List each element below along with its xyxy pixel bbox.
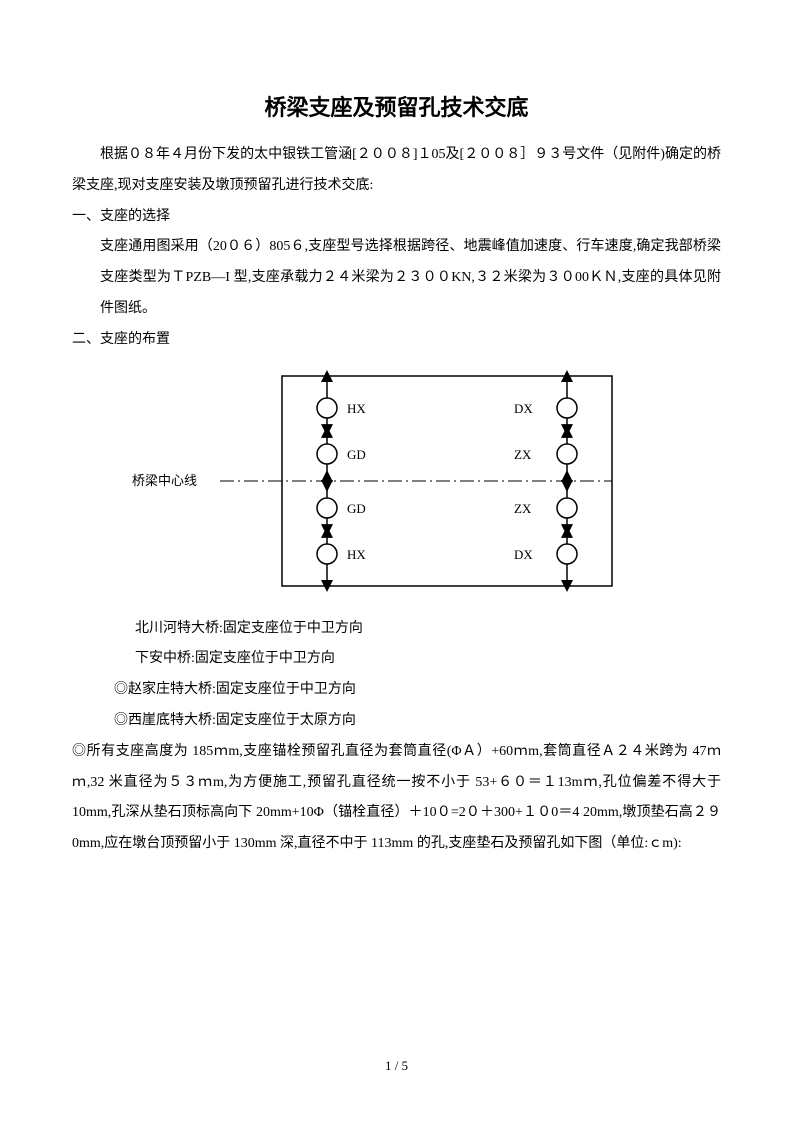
section2-heading: 二、支座的布置 [72, 325, 721, 356]
bearing-layout-diagram: 桥梁中心线 HX DX GD ZX GD ZX HX DX [132, 366, 632, 596]
section1-heading: 一、支座的选择 [72, 202, 721, 233]
svg-text:DX: DX [514, 547, 533, 562]
bridge-item: ◎赵家庄特大桥:固定支座位于中卫方向 [114, 675, 721, 706]
svg-text:GD: GD [347, 501, 366, 516]
bridge-item: ◎西崖底特大桥:固定支座位于太原方向 [114, 706, 721, 737]
svg-text:HX: HX [347, 401, 366, 416]
svg-text:DX: DX [514, 401, 533, 416]
svg-text:ZX: ZX [514, 447, 532, 462]
bridge-item: 下安中桥:固定支座位于中卫方向 [135, 644, 721, 675]
bridge-item: 北川河特大桥:固定支座位于中卫方向 [135, 614, 721, 645]
layout-diagram-container: 桥梁中心线 HX DX GD ZX GD ZX HX DX [72, 366, 721, 596]
page-title: 桥梁支座及预留孔技术交底 [72, 90, 721, 122]
svg-text:桥梁中心线: 桥梁中心线 [132, 473, 197, 488]
svg-text:ZX: ZX [514, 501, 532, 516]
svg-text:HX: HX [347, 547, 366, 562]
section1-body: 支座通用图采用（20０６）805６,支座型号选择根据跨径、地震峰值加速度、行车速… [100, 232, 721, 324]
svg-text:GD: GD [347, 447, 366, 462]
intro-paragraph: 根据０８年４月份下发的太中银铁工管涵[２００８]１05及[２００８］９３号文件（… [72, 140, 721, 202]
notes-paragraph: ◎所有支座高度为 185ｍm,支座锚栓预留孔直径为套筒直径(ΦＡ）+60ｍm,套… [72, 737, 721, 860]
page-footer: 1 / 5 [0, 1058, 793, 1074]
